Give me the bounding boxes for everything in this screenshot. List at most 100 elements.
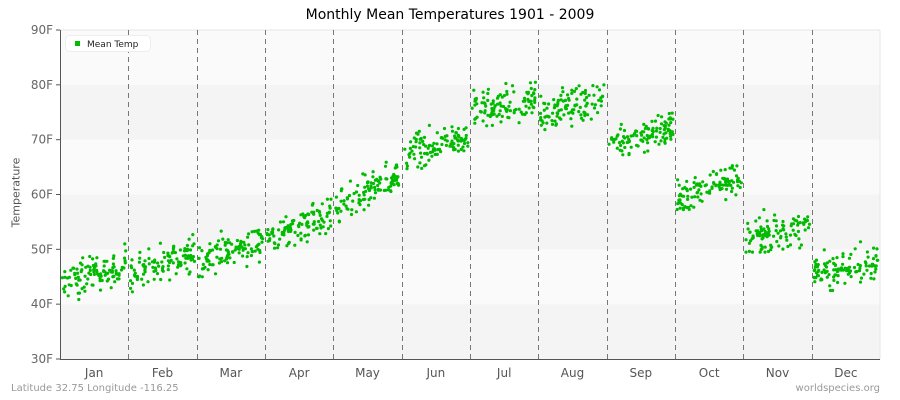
data-point <box>498 102 502 106</box>
data-point <box>833 273 837 277</box>
data-point <box>852 265 857 270</box>
data-point <box>820 270 824 274</box>
data-point <box>137 260 141 264</box>
data-point <box>442 126 447 131</box>
data-point <box>797 237 801 241</box>
data-point <box>625 135 630 139</box>
data-point <box>245 255 249 259</box>
source-link[interactable]: worldspecies.org <box>795 383 880 394</box>
data-point <box>285 244 289 248</box>
data-point <box>171 247 175 251</box>
data-point <box>418 141 422 145</box>
data-point <box>517 107 521 111</box>
data-point <box>81 256 85 260</box>
data-point <box>728 166 732 170</box>
data-point <box>660 115 664 119</box>
data-point <box>696 195 700 199</box>
data-point <box>306 221 310 225</box>
data-point <box>772 218 776 223</box>
data-point <box>395 176 399 180</box>
data-point <box>692 185 696 189</box>
data-point <box>526 97 530 101</box>
data-point <box>372 196 376 200</box>
data-point <box>423 151 427 156</box>
data-point <box>403 147 407 151</box>
data-point <box>592 93 596 97</box>
data-point <box>350 208 354 212</box>
data-point <box>155 272 160 276</box>
data-point <box>396 181 400 185</box>
data-point <box>289 228 293 232</box>
data-point <box>620 139 624 143</box>
data-point <box>475 102 479 106</box>
data-point <box>114 269 118 273</box>
data-point <box>324 232 328 236</box>
data-point <box>596 111 600 115</box>
data-point <box>75 267 79 271</box>
data-points <box>60 80 880 302</box>
data-point <box>754 219 758 223</box>
data-point <box>119 268 124 272</box>
data-point <box>455 138 460 142</box>
data-point <box>186 247 190 251</box>
data-point <box>453 147 457 151</box>
data-point <box>362 193 366 197</box>
data-point <box>507 116 511 120</box>
data-point <box>813 268 817 272</box>
data-point <box>450 139 454 143</box>
data-point <box>179 263 183 267</box>
data-point <box>98 288 103 292</box>
data-point <box>687 207 691 211</box>
data-point <box>389 181 393 185</box>
data-point <box>363 197 367 201</box>
data-point <box>444 143 448 147</box>
data-point <box>602 83 606 87</box>
data-point <box>329 224 333 228</box>
data-point <box>746 221 750 225</box>
data-point <box>717 185 721 189</box>
data-point <box>566 93 570 97</box>
data-point <box>686 194 690 198</box>
data-point <box>306 225 310 229</box>
legend: Mean Temp <box>65 35 151 52</box>
data-point <box>432 141 436 145</box>
data-point <box>158 241 162 245</box>
data-point <box>642 122 646 126</box>
data-point <box>854 270 858 274</box>
data-point <box>133 274 137 278</box>
data-point <box>486 91 490 96</box>
data-point <box>225 248 229 252</box>
data-point <box>241 254 245 258</box>
data-point <box>435 142 439 146</box>
data-point <box>392 174 396 178</box>
data-point <box>835 269 840 274</box>
data-point <box>486 113 490 117</box>
data-point <box>719 168 723 172</box>
data-point <box>816 263 820 267</box>
data-point <box>629 145 633 149</box>
data-point <box>654 129 659 133</box>
data-point <box>508 109 512 113</box>
data-point <box>273 246 277 250</box>
data-point <box>663 141 667 145</box>
axes: 30F 40F 50F 60F 70F 80F 90F Jan Feb Mar Apr May Jun J… <box>31 23 880 380</box>
data-point <box>636 144 640 148</box>
data-point <box>485 124 489 128</box>
data-point <box>438 147 442 151</box>
data-point <box>763 230 767 234</box>
data-point <box>99 272 103 276</box>
data-point <box>226 238 230 242</box>
data-point <box>831 288 835 293</box>
data-point <box>563 105 568 109</box>
data-point <box>73 273 77 277</box>
data-point <box>371 175 375 179</box>
data-point <box>677 183 681 187</box>
data-point <box>123 259 127 263</box>
data-point <box>106 271 110 275</box>
data-point <box>505 89 509 94</box>
data-point <box>339 209 343 213</box>
data-point <box>490 109 494 113</box>
data-point <box>803 228 807 232</box>
data-point <box>249 253 253 258</box>
data-point <box>832 268 836 272</box>
